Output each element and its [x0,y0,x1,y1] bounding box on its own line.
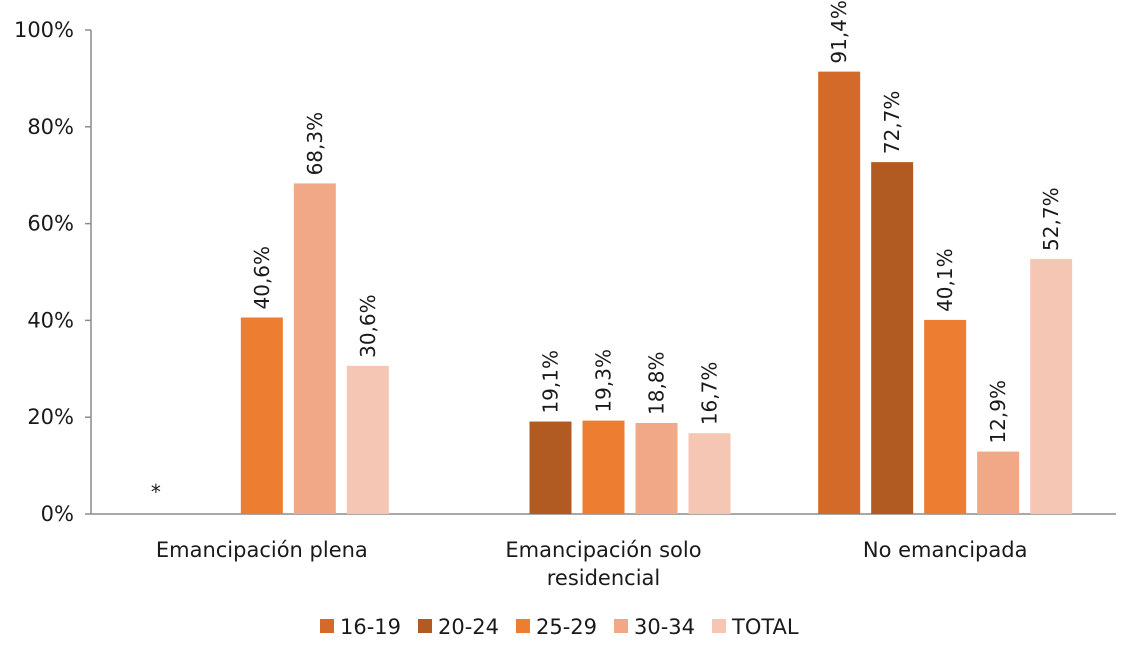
data-label: 18,8% [645,351,669,415]
x-category-label: No emancipada [863,538,1028,562]
data-label: 12,9% [986,380,1010,444]
bar [688,433,731,514]
data-label: 68,3% [303,112,327,176]
bar [977,451,1020,514]
bar [635,423,678,514]
missing-data-marker: * [151,480,161,504]
axes: 0% 20% 40% 60% 80% 100% Emancipación plena Eman… [14,18,1116,590]
legend-label: 30-34 [634,615,695,639]
bar [818,71,861,515]
legend-label: 20-24 [438,615,499,639]
x-category-label: residencial [547,566,661,590]
bar [582,420,625,514]
bar [293,183,336,515]
data-label: 40,6% [250,246,274,310]
y-tick-label: 60% [27,212,74,236]
bar [529,421,572,514]
legend-label: 25-29 [536,615,597,639]
data-label: 19,1% [539,350,563,414]
data-label: 40,1% [933,248,957,312]
legend-swatch [516,619,530,633]
y-tick-label: 20% [27,405,74,429]
y-tick-label: 40% [27,308,74,332]
data-label: 91,4% [827,0,851,64]
x-category-label: Emancipación plena [156,538,368,562]
legend-swatch [712,619,726,633]
data-label: 30,6% [356,294,380,358]
legend: 16-19 20-24 25-29 30-34 TOTAL [320,615,799,639]
bar [871,162,914,514]
data-label: 72,7% [880,91,904,155]
legend-swatch [614,619,628,633]
x-category-label: Emancipación solo [505,538,701,562]
bar [346,365,389,514]
y-tick-label: 80% [27,115,74,139]
bar [240,317,283,514]
y-tick-label: 0% [41,502,74,526]
legend-label: TOTAL [731,615,799,639]
legend-swatch [320,619,334,633]
legend-swatch [418,619,432,633]
data-labels: * 40,6% 68,3% 30,6% 19,1% 19,3% 18,8% 16,7% 91,4… [151,0,1063,504]
y-tick-label: 100% [14,18,74,42]
bar [924,319,967,514]
data-label: 16,7% [698,362,722,426]
bars [240,71,1073,515]
data-label: 52,7% [1039,187,1063,251]
data-label: 19,3% [592,349,616,413]
legend-label: 16-19 [340,615,401,639]
bar [1030,258,1073,514]
